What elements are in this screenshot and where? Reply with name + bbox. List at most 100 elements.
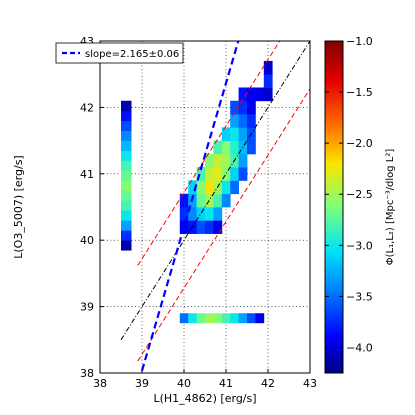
heatmap-cell bbox=[213, 153, 223, 168]
x-marginal-cell bbox=[179, 313, 189, 324]
heatmap-cell bbox=[263, 74, 273, 88]
x-tick-label: 39 bbox=[135, 377, 149, 390]
x-tick-label: 41 bbox=[219, 377, 233, 390]
heatmap-cell bbox=[255, 87, 265, 102]
y-marginal-cell bbox=[121, 150, 132, 161]
x-marginal-cell bbox=[196, 313, 206, 324]
x-marginal-cell bbox=[188, 313, 197, 324]
heatmap-cell bbox=[230, 127, 239, 141]
heatmap-cell bbox=[196, 180, 206, 195]
y-marginal-cell bbox=[121, 140, 132, 151]
y-tick-label: 38 bbox=[80, 367, 94, 380]
x-tick-label: 42 bbox=[261, 377, 275, 390]
colorbar-ticks: −1.0 −1.5 −2.0 −2.5 −3.0 −3.5 −4.0 bbox=[325, 35, 373, 354]
x-marginal-cell bbox=[205, 313, 214, 324]
heatmap-cell bbox=[238, 87, 248, 102]
heatmap-cell bbox=[196, 193, 206, 208]
y-axis-label: L(O3_5007) [erg/s] bbox=[12, 155, 25, 258]
x-marginal-cell bbox=[230, 313, 239, 324]
y-marginal-cell bbox=[121, 110, 132, 122]
x-axis-label: L(H1_4862) [erg/s] bbox=[153, 392, 256, 405]
y-marginal-cell bbox=[121, 160, 132, 171]
y-tick-label: 39 bbox=[80, 301, 94, 314]
x-marginal-cell bbox=[255, 313, 265, 324]
heatmap-cell bbox=[196, 167, 206, 181]
y-marginal-cell bbox=[121, 130, 132, 141]
legend-label: slope=2.165±0.06 bbox=[85, 49, 179, 60]
colorbar-tick-label: −3.0 bbox=[346, 239, 373, 252]
heatmap-cell bbox=[188, 180, 197, 195]
x-tick-label: 38 bbox=[93, 377, 107, 390]
heatmap-cell bbox=[247, 87, 256, 102]
heatmap-cell bbox=[221, 127, 231, 141]
heatmap-cell bbox=[263, 60, 273, 75]
colorbar-tick-label: −4.0 bbox=[346, 341, 373, 354]
heatmap-cell bbox=[213, 140, 223, 155]
heatmap-cell bbox=[213, 207, 223, 221]
y-marginal-cell bbox=[121, 210, 132, 221]
y-marginal-cell bbox=[121, 120, 132, 132]
heatmap-cell bbox=[205, 180, 214, 195]
heatmap-cell bbox=[205, 220, 214, 234]
x-marginal-cell bbox=[238, 313, 248, 324]
colorbar-tick-label: −3.5 bbox=[346, 290, 373, 303]
heatmap-cell bbox=[238, 167, 248, 181]
y-marginal-cell bbox=[121, 240, 132, 251]
legend: slope=2.165±0.06 bbox=[55, 42, 184, 64]
heatmap-cell bbox=[205, 207, 214, 221]
heatmap-cell bbox=[213, 167, 223, 181]
y-marginal-cell bbox=[121, 180, 132, 191]
heatmap-cell bbox=[238, 127, 248, 141]
heatmap-cell bbox=[205, 153, 214, 168]
heatmap-cell bbox=[221, 140, 231, 155]
heatmap-cell bbox=[247, 100, 256, 115]
heatmap-cell bbox=[230, 180, 239, 195]
colorbar-gradient bbox=[324, 40, 344, 374]
colorbar-label: Φ(L₁,L₂) [Mpc⁻³/dlog L²] bbox=[385, 149, 396, 266]
colorbar-tick-label: −2.0 bbox=[346, 137, 373, 150]
y-marginal-cell bbox=[121, 230, 132, 241]
reference-line bbox=[137, 41, 281, 266]
heatmap-cell bbox=[213, 220, 223, 234]
heatmap-cell bbox=[221, 193, 231, 208]
colorbar-tick-label: −2.5 bbox=[346, 188, 373, 201]
x-marginal-cell bbox=[247, 313, 256, 324]
legend-box bbox=[55, 42, 184, 64]
y-tick-label: 40 bbox=[80, 234, 94, 247]
x-marginal-cell bbox=[213, 313, 223, 324]
heatmap-cell bbox=[221, 167, 231, 181]
y-tick-label: 41 bbox=[80, 168, 94, 181]
colorbar-tick-label: −1.5 bbox=[346, 86, 373, 99]
y-marginal-cell bbox=[121, 200, 132, 211]
x-marginal-cell bbox=[221, 313, 231, 324]
y-marginal-cell bbox=[121, 100, 132, 112]
heatmap-cell bbox=[263, 87, 273, 102]
heatmap-cell bbox=[247, 140, 256, 155]
colorbar-tick-label: −1.0 bbox=[346, 35, 373, 48]
heatmap-cell bbox=[179, 207, 189, 221]
heatmap-cell bbox=[238, 100, 248, 115]
heatmap-cell bbox=[230, 100, 239, 115]
heatmap-cell bbox=[238, 153, 248, 168]
heatmap-cell bbox=[196, 207, 206, 221]
heatmap-cell bbox=[196, 220, 206, 234]
heatmap-cell bbox=[230, 140, 239, 155]
x-tick-label: 43 bbox=[303, 377, 317, 390]
heatmap-cell bbox=[238, 114, 248, 128]
reference-line bbox=[120, 41, 310, 341]
y-marginal-cell bbox=[121, 170, 132, 181]
heatmap-cell bbox=[188, 207, 197, 221]
heatmap-cell bbox=[221, 180, 231, 195]
fit-line bbox=[140, 41, 240, 371]
heatmap-cell bbox=[205, 167, 214, 181]
overlay-lines bbox=[120, 41, 310, 371]
heatmap-cell bbox=[221, 153, 231, 168]
heatmap-cell bbox=[213, 193, 223, 208]
heatmap-cells bbox=[121, 60, 273, 324]
plot-frame bbox=[99, 40, 311, 374]
y-marginal-cell bbox=[121, 220, 132, 231]
heatmap-cell bbox=[247, 114, 256, 128]
colorbar: −1.0 −1.5 −2.0 −2.5 −3.0 −3.5 −4.0 Φ(L₁,L₂) [M… bbox=[324, 35, 396, 374]
